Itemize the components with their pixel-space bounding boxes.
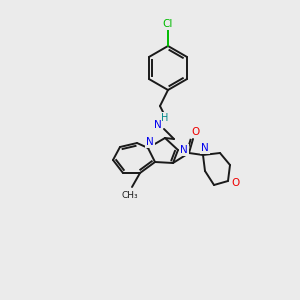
Text: N: N (146, 137, 154, 147)
Text: CH₃: CH₃ (122, 190, 138, 200)
Text: Cl: Cl (163, 19, 173, 29)
Text: N: N (180, 145, 188, 155)
Text: O: O (191, 127, 199, 137)
Text: N: N (201, 143, 209, 153)
Text: O: O (231, 178, 239, 188)
Text: H: H (161, 113, 169, 123)
Text: N: N (154, 120, 162, 130)
